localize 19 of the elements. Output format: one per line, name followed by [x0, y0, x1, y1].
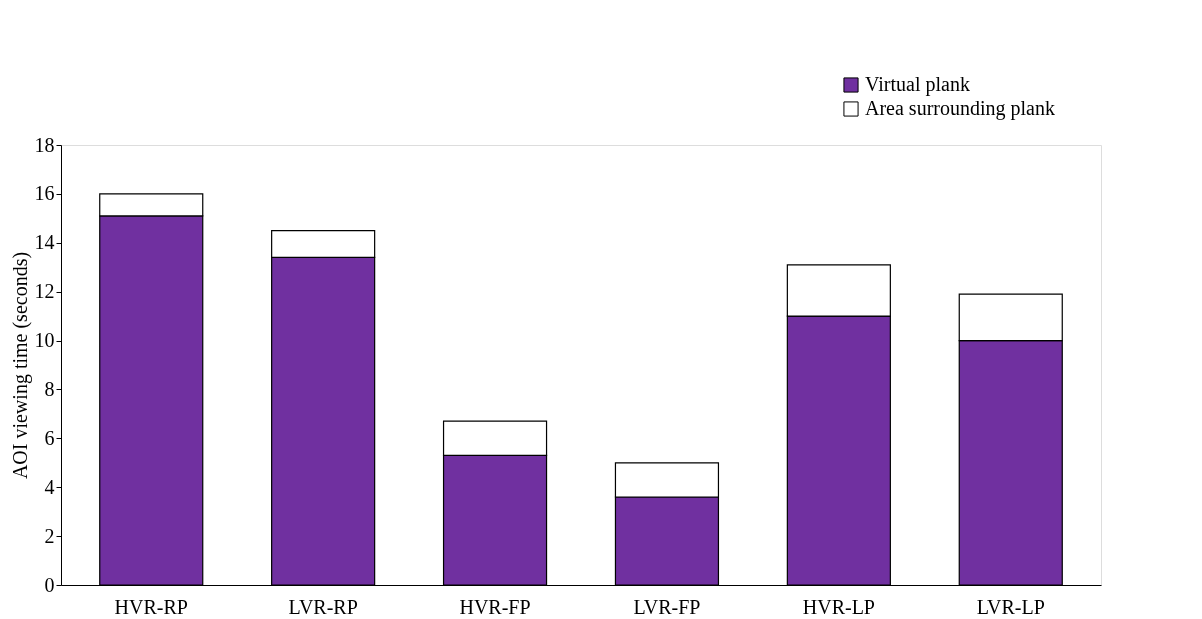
x-tick-label: HVR-RP	[114, 595, 188, 618]
y-tick-label: 16	[34, 182, 55, 205]
legend-label: Virtual plank	[865, 73, 970, 96]
y-tick-label: 12	[34, 280, 55, 303]
x-tick-label: HVR-FP	[459, 595, 531, 618]
y-tick-label: 8	[44, 377, 55, 400]
y-tick-label: 10	[34, 329, 55, 352]
x-tick-label: LVR-FP	[633, 595, 701, 618]
y-tick-label: 14	[34, 231, 55, 254]
legend-label: Area surrounding plank	[865, 97, 1055, 120]
y-axis-title: AOI viewing time (seconds)	[8, 251, 32, 480]
y-tick-label: 6	[44, 426, 55, 449]
x-tick-label: HVR-LP	[802, 595, 875, 618]
y-tick-label: 0	[44, 573, 55, 596]
y-tick-label: 18	[34, 133, 55, 156]
x-tick-label: LVR-LP	[976, 595, 1045, 618]
y-tick-label: 2	[44, 524, 55, 547]
x-tick-label: LVR-RP	[288, 595, 358, 618]
y-tick-label: 4	[44, 475, 55, 498]
